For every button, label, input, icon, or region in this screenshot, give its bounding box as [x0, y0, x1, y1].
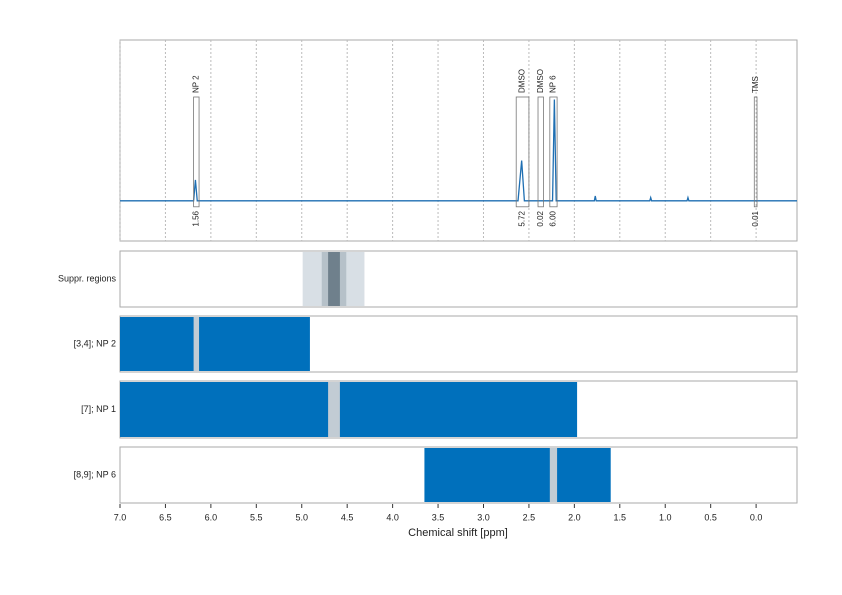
track-band [549, 448, 558, 502]
integral-box [537, 96, 544, 208]
track-band [328, 382, 340, 437]
track-label: [3,4]; NP 2 [74, 338, 116, 348]
x-tick-label: 4.5 [341, 512, 354, 522]
integral-value: 0.01 [751, 210, 760, 226]
track-band [193, 317, 200, 371]
track-band [424, 448, 611, 502]
x-tick-label: 0.5 [704, 512, 717, 522]
integral-value: 5.72 [518, 210, 527, 226]
x-tick-label: 6.5 [159, 512, 172, 522]
integral-value: 1.56 [191, 210, 200, 226]
x-tick-label: 2.5 [523, 512, 536, 522]
integral-box [515, 96, 530, 208]
integral-label: DMSO [536, 69, 545, 93]
integral-label: TMS [751, 76, 760, 93]
x-tick-label: 0.0 [750, 512, 763, 522]
x-tick-label: 7.0 [114, 512, 127, 522]
x-tick-label: 3.5 [432, 512, 445, 522]
integral-value: 6.00 [549, 210, 558, 226]
x-axis-label: Chemical shift [ppm] [408, 527, 508, 539]
integral-box [549, 96, 558, 208]
integral-label: NP 2 [191, 75, 200, 93]
track-band [120, 317, 310, 371]
spectrum-line [120, 99, 797, 202]
track-label: [7]; NP 1 [81, 404, 116, 414]
track-panel [119, 250, 798, 308]
track-band [328, 252, 340, 306]
track-label: [8,9]; NP 6 [74, 469, 116, 479]
spectrum-panel [119, 39, 798, 242]
integral-box [193, 96, 200, 208]
x-tick-label: 5.5 [250, 512, 263, 522]
integral-label: NP 6 [549, 75, 558, 93]
x-tick-label: 3.0 [477, 512, 490, 522]
integral-value: 0.02 [536, 210, 545, 226]
x-tick-label: 4.0 [386, 512, 399, 522]
x-tick-label: 1.0 [659, 512, 672, 522]
x-tick-label: 1.5 [614, 512, 627, 522]
integral-label: DMSO [518, 69, 527, 93]
x-tick-label: 5.0 [295, 512, 308, 522]
x-tick-label: 6.0 [205, 512, 218, 522]
track-label: Suppr. regions [58, 273, 117, 283]
x-tick-label: 2.0 [568, 512, 581, 522]
integral-box [753, 96, 758, 208]
track-band [120, 382, 578, 437]
